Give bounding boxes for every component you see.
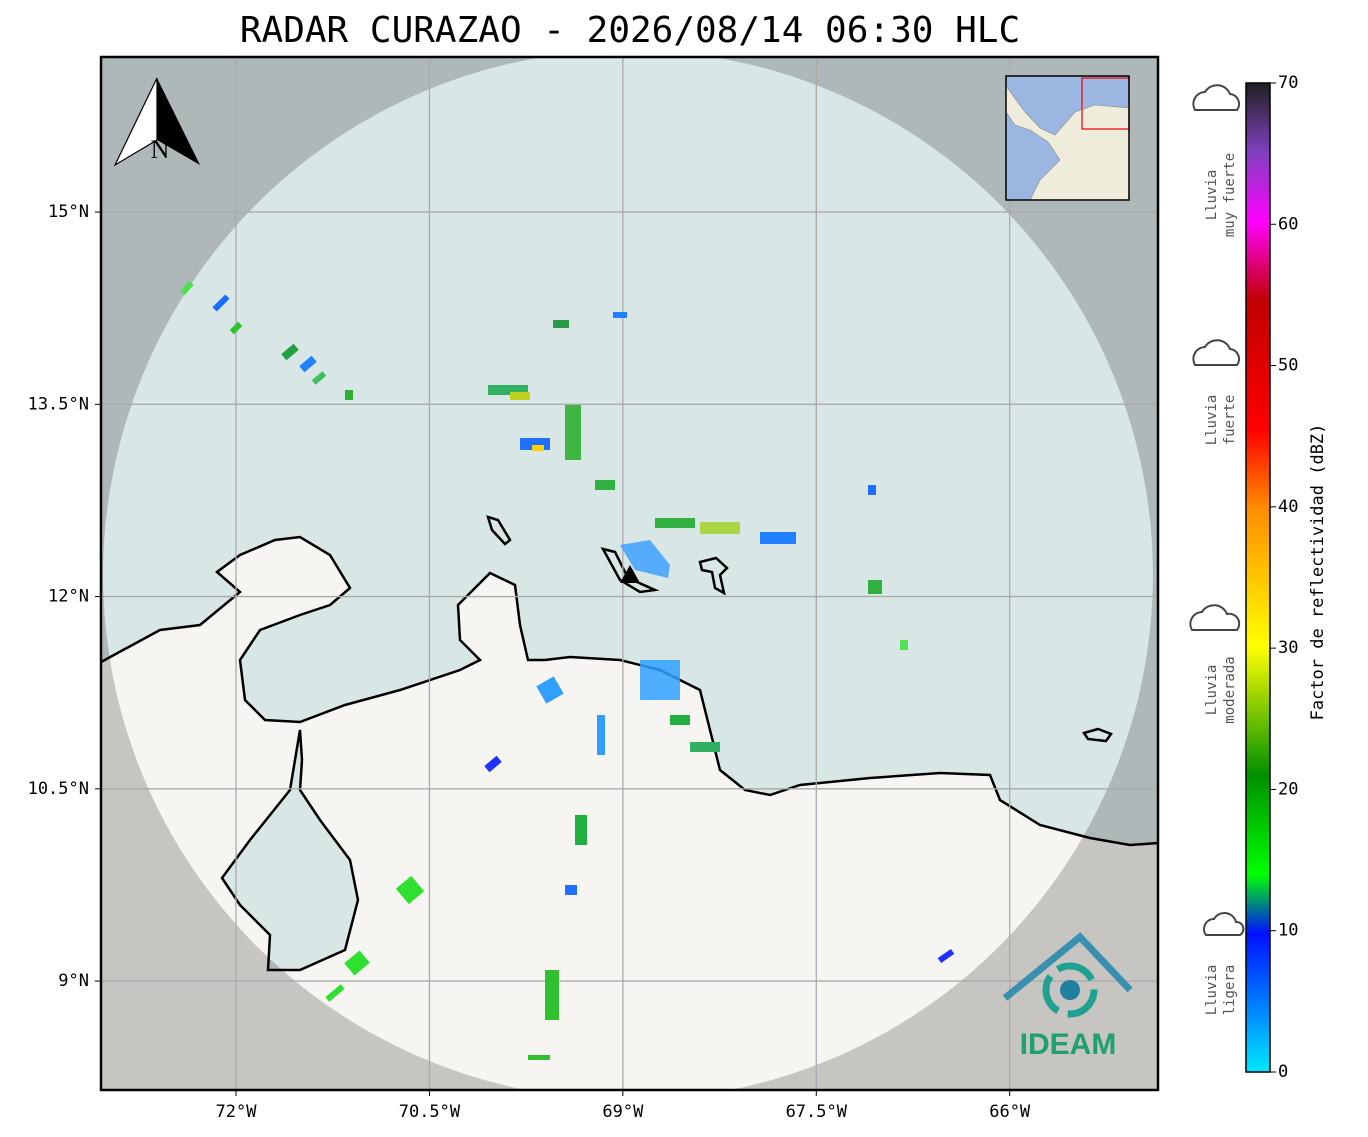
legend-text: Lluvia <box>1204 395 1220 446</box>
legend-text: Lluvia <box>1204 965 1220 1016</box>
north-arrow: N <box>113 77 200 167</box>
colorbar-tick-label: 20 <box>1278 779 1298 799</box>
legend-text: moderada <box>1222 656 1238 723</box>
colorbar-tick-label: 10 <box>1278 921 1298 941</box>
colorbar-ticks: 0 10 20 30 40 50 60 70 <box>1270 73 1298 1082</box>
legend-icons <box>1189 84 1245 936</box>
legend-text: muy fuerte <box>1222 153 1238 237</box>
map: N IDEAM <box>101 57 1158 1090</box>
legend-text: ligera <box>1222 965 1238 1016</box>
title: RADAR CURAZAO - 2026/08/14 06:30 HLC <box>240 10 1020 51</box>
colorbar-tick-label: 30 <box>1278 638 1298 658</box>
colorbar-label: Factor de reflectividad (dBZ) <box>1308 424 1328 721</box>
y-tick-label: 9°N <box>58 971 89 991</box>
inset-map <box>1005 75 1130 201</box>
logo-text: IDEAM <box>1020 1028 1117 1061</box>
logo: IDEAM <box>1002 932 1133 1061</box>
x-tick-label: 69°W <box>602 1102 644 1122</box>
x-tick-label: 70.5°W <box>399 1102 461 1122</box>
axis-labels: 72°W 70.5°W 69°W 67.5°W 66°W 15°N 13.5°N 12°N 10… <box>28 202 1031 1122</box>
legend-text: fuerte <box>1222 395 1238 446</box>
y-tick-label: 10.5°N <box>28 779 89 799</box>
y-tick-label: 15°N <box>48 202 89 222</box>
colorbar-tick-label: 40 <box>1278 497 1298 517</box>
x-tick-label: 72°W <box>216 1102 258 1122</box>
y-tick-label: 13.5°N <box>28 394 89 414</box>
radar-echoes <box>180 280 955 1060</box>
graticule <box>101 57 1158 1090</box>
y-tick-label: 12°N <box>48 587 89 607</box>
colorbar-tick-label: 70 <box>1278 73 1298 93</box>
colorbar-tick-label: 50 <box>1278 356 1298 376</box>
colorbar-tick-label: 60 <box>1278 214 1298 234</box>
legend-text: Lluvia <box>1204 170 1220 221</box>
colorbar-tick-label: 0 <box>1278 1062 1288 1082</box>
legend-text: Lluvia <box>1204 665 1220 716</box>
x-tick-label: 67.5°W <box>786 1102 848 1122</box>
x-tick-label: 66°W <box>989 1102 1031 1122</box>
map-frame <box>99 55 1160 1092</box>
colorbar <box>1245 82 1271 1073</box>
north-label: N <box>151 135 170 164</box>
